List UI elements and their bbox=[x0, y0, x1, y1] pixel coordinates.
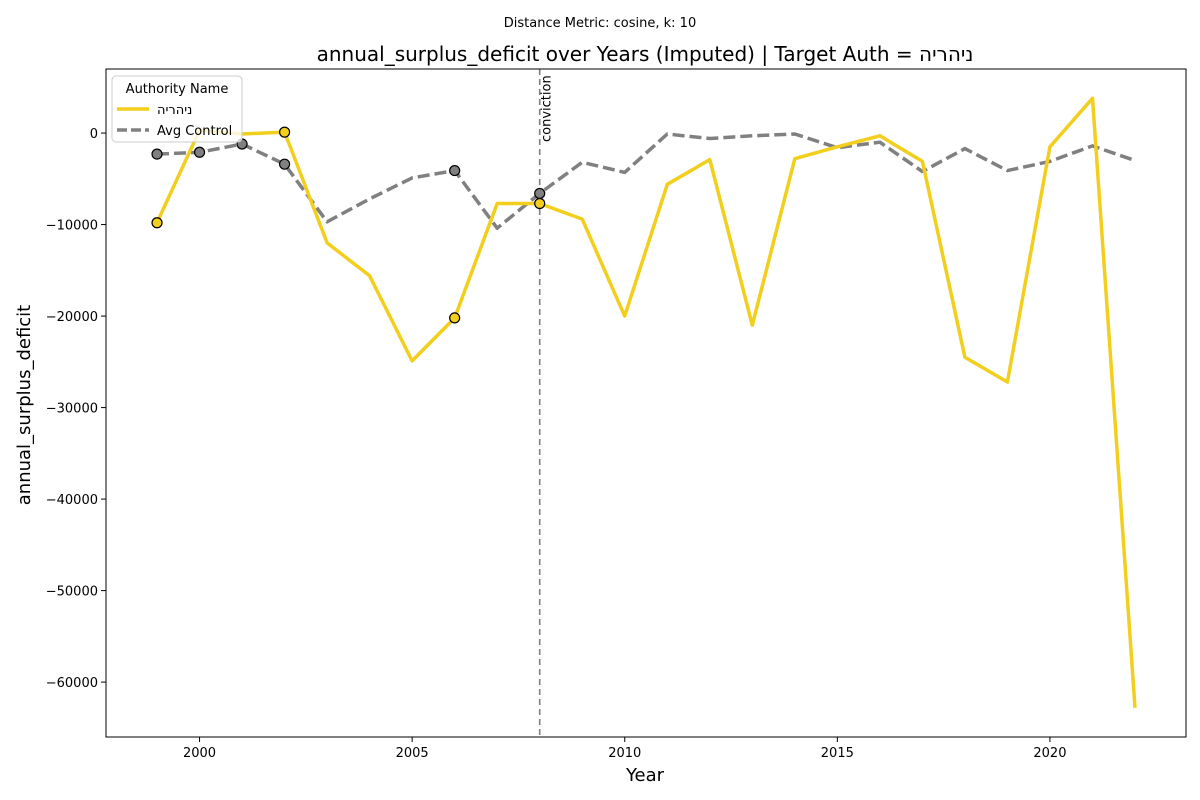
chart-title: annual_surplus_deficit over Years (Imput… bbox=[317, 42, 974, 66]
x-tick-label: 2000 bbox=[183, 746, 216, 761]
x-axis-title: Year bbox=[625, 765, 665, 786]
x-tick-label: 2005 bbox=[396, 746, 429, 761]
plot-frame bbox=[105, 68, 1187, 738]
x-tick-label: 2015 bbox=[821, 746, 854, 761]
plot-area: conviction bbox=[105, 68, 1187, 738]
marker-control bbox=[278, 158, 291, 170]
marker-target bbox=[278, 126, 291, 138]
marker-control bbox=[534, 187, 546, 200]
y-tick-label: −20000 bbox=[46, 310, 98, 325]
x-tick-label: 2020 bbox=[1033, 746, 1066, 761]
conviction-vline-group: conviction bbox=[538, 69, 555, 737]
y-tick-label: 0 bbox=[90, 127, 98, 142]
marker-group bbox=[151, 126, 546, 324]
y-tick-label: −10000 bbox=[46, 219, 98, 234]
legend-entry-control: Avg Control bbox=[157, 124, 232, 139]
y-tick-label: −40000 bbox=[46, 493, 98, 508]
y-axis: 0 −10000 −20000 −30000 −40000 −50000 −60000 bbox=[46, 127, 106, 691]
legend-title: Authority Name bbox=[126, 82, 229, 97]
series-line-target bbox=[155, 96, 1137, 708]
legend-box bbox=[111, 75, 243, 143]
marker-target bbox=[534, 197, 546, 210]
marker-target bbox=[151, 217, 163, 229]
chart-suptitle: Distance Metric: cosine, k: 10 bbox=[504, 16, 696, 31]
marker-target bbox=[449, 312, 461, 324]
conviction-label: conviction bbox=[540, 75, 555, 142]
legend: Authority Name ניהריה Avg Control bbox=[111, 75, 243, 143]
y-tick-label: −50000 bbox=[46, 585, 98, 600]
y-axis-title: annual_surplus_deficit bbox=[14, 305, 35, 505]
y-tick-label: −30000 bbox=[46, 402, 98, 417]
x-tick-label: 2010 bbox=[608, 746, 641, 761]
legend-entry-target: ניהריה bbox=[157, 103, 192, 118]
y-tick-label: −60000 bbox=[46, 676, 98, 691]
series-group bbox=[155, 96, 1137, 708]
x-axis: 2000 2005 2010 2015 2020 bbox=[183, 737, 1066, 761]
series-line-control bbox=[156, 132, 1136, 230]
marker-control bbox=[193, 146, 206, 158]
marker-control bbox=[449, 164, 461, 177]
marker-control bbox=[151, 148, 163, 160]
